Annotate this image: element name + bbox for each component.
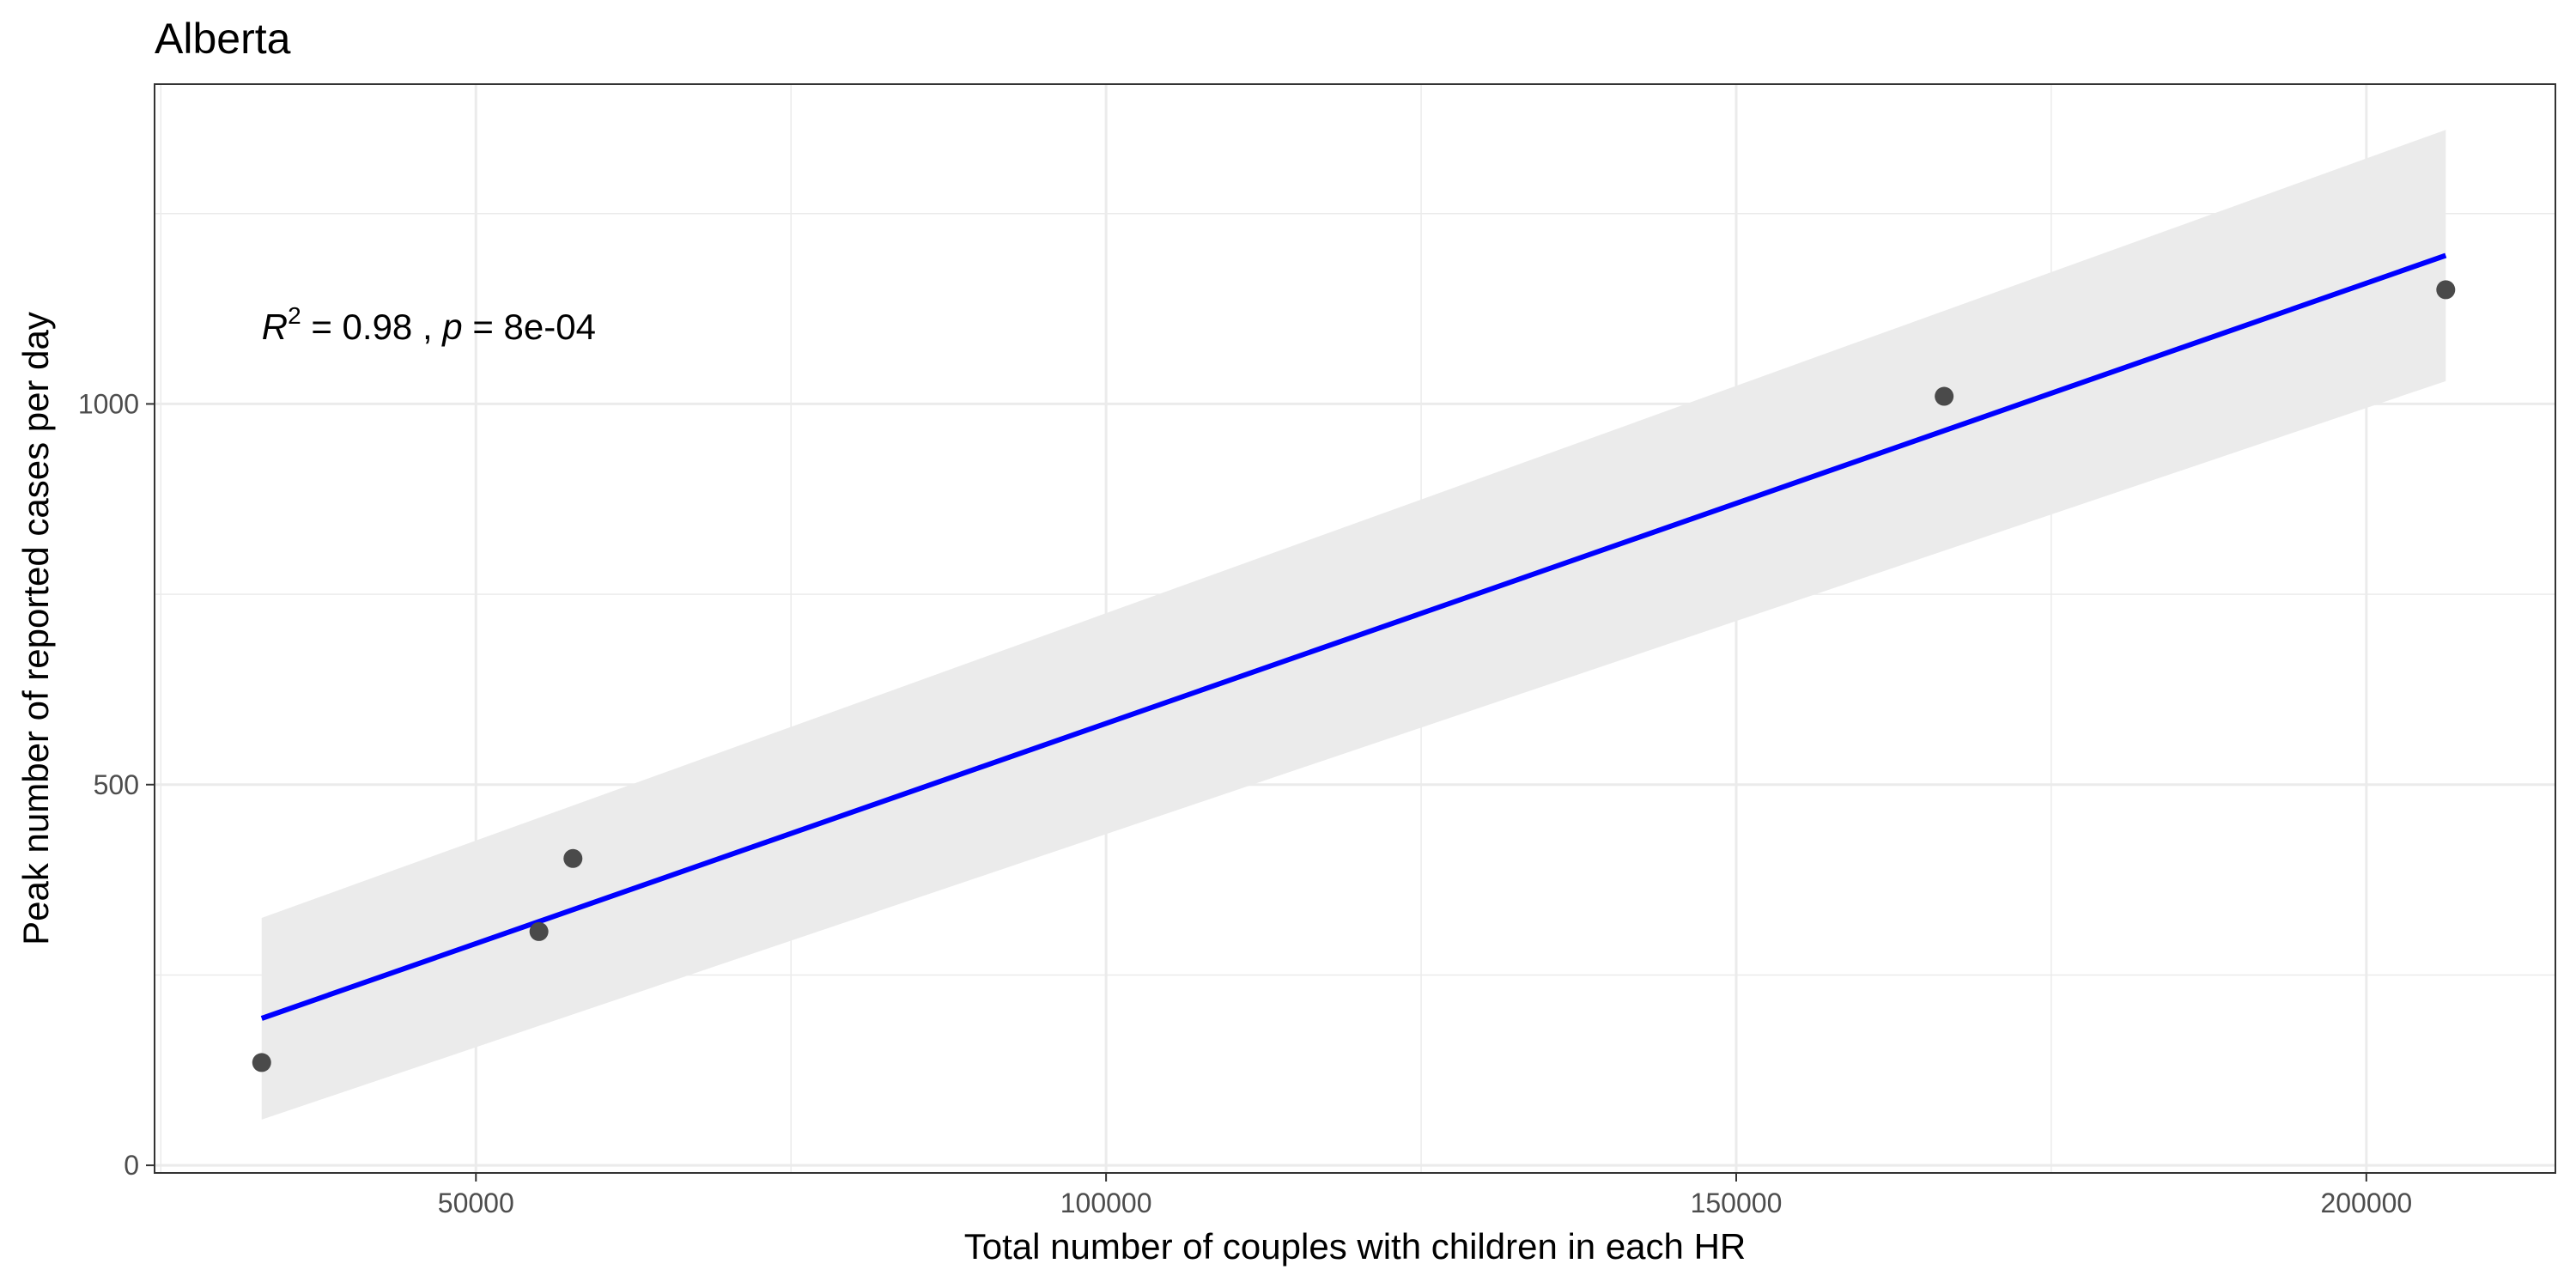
points-layer xyxy=(252,280,2456,1072)
data-point xyxy=(252,1053,271,1072)
chart-title: Alberta xyxy=(155,15,291,63)
fit-line-layer xyxy=(260,252,2447,1021)
x-tick-label: 100000 xyxy=(1060,1188,1152,1218)
confidence-band xyxy=(261,130,2446,1120)
y-axis: 0 500 1000 xyxy=(78,388,155,1181)
y-tick-label: 1000 xyxy=(78,388,139,419)
x-tick-label: 50000 xyxy=(438,1188,514,1218)
y-tick-label: 0 xyxy=(124,1150,139,1181)
x-tick-label: 150000 xyxy=(1691,1188,1783,1218)
data-point xyxy=(529,921,549,941)
data-point xyxy=(1935,386,1954,406)
r2-exponent: 2 xyxy=(288,302,301,329)
p-value: = 8e-04 xyxy=(463,307,596,347)
panel-border xyxy=(154,83,2556,1174)
y-tick-label: 500 xyxy=(94,769,139,800)
r2-value: = 0.98 xyxy=(301,307,413,347)
annotation-separator: , xyxy=(412,307,442,347)
data-point xyxy=(2436,280,2456,300)
p-symbol: p xyxy=(440,307,462,347)
regression-line xyxy=(260,252,2447,1021)
y-axis-title: Peak number of reported cases per day xyxy=(15,312,56,945)
x-tick-label: 200000 xyxy=(2320,1188,2412,1218)
confidence-band-layer xyxy=(261,130,2446,1120)
regression-annotation: R2 = 0.98 , p = 8e-04 xyxy=(262,302,596,347)
data-point xyxy=(563,848,583,868)
r2-symbol: R xyxy=(262,307,288,347)
x-axis-title: Total number of couples with children in… xyxy=(964,1226,1746,1267)
x-axis: 50000 100000 150000 200000 xyxy=(438,1173,2412,1218)
